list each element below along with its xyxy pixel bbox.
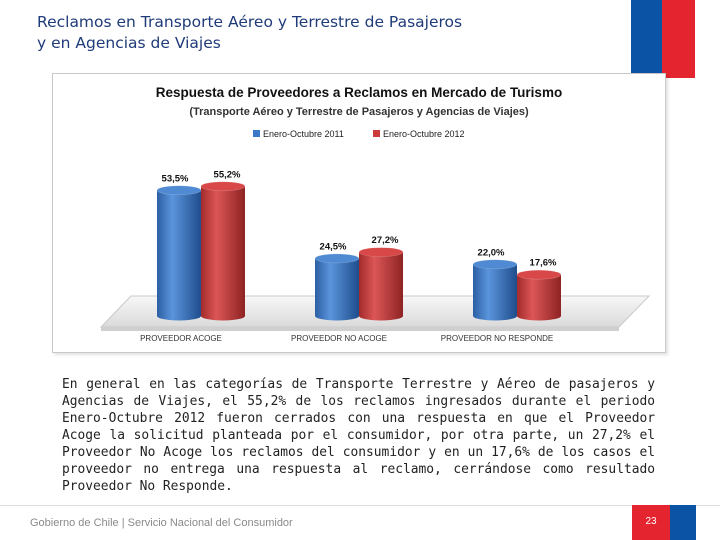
bar-3-2012-body <box>517 274 561 321</box>
category-label-3: PROVEEDOR NO RESPONDE <box>441 334 553 343</box>
bar-1-2012-top <box>200 181 246 192</box>
value-label-3-2012: 17,6% <box>530 258 557 269</box>
value-label-1-2011: 53,5% <box>162 173 189 184</box>
legend-swatch-2011 <box>253 130 260 137</box>
value-label-1-2012: 55,2% <box>214 169 241 180</box>
category-label-1: PROVEEDOR ACOGE <box>140 334 222 343</box>
category-label-2: PROVEEDOR NO ACOGE <box>291 334 387 343</box>
bar-1-2012-body <box>201 186 245 321</box>
bar-1-2011 <box>156 185 202 321</box>
chart-subtitle: (Transporte Aéreo y Terrestre de Pasajer… <box>189 106 529 118</box>
chart-svg: Respuesta de Proveedores a Reclamos en M… <box>99 85 651 343</box>
footer-text: Gobierno de Chile | Servicio Nacional de… <box>30 517 293 529</box>
bar-3-2012 <box>516 269 562 321</box>
bar-2-2012 <box>358 247 404 321</box>
bar-2-2011-top <box>314 253 360 264</box>
value-label-2-2012: 27,2% <box>372 235 399 246</box>
bar-1-2011-body <box>157 190 201 321</box>
page-badge-blue <box>670 505 696 540</box>
flag-red-stripe <box>662 0 695 78</box>
slide-title-line-1: Reclamos en Transporte Aéreo y Terrestre… <box>37 13 463 31</box>
bar-2-2011 <box>314 253 360 321</box>
bar-3-2011-body <box>473 264 517 321</box>
bar-2-2012-body <box>359 252 403 321</box>
legend-label-2011: Enero-Octubre 2011 <box>263 129 344 139</box>
flag-blue-stripe <box>631 0 662 78</box>
page-number: 23 <box>645 516 657 527</box>
page-badge-red <box>632 505 670 540</box>
legend-swatch-2012 <box>373 130 380 137</box>
chart-frame: Respuesta de Proveedores a Reclamos en M… <box>52 73 666 353</box>
bar-2-2011-body <box>315 258 359 321</box>
chart-floor-edge <box>101 327 619 331</box>
footer-divider <box>0 505 720 506</box>
chart-bars <box>156 181 562 321</box>
bar-3-2011-top <box>472 259 518 270</box>
bar-1-2012 <box>200 181 246 321</box>
chart-legend: Enero-Octubre 2011 Enero-Octubre 2012 <box>253 129 465 139</box>
bar-3-2011 <box>472 259 518 321</box>
slide-title-line-2: y en Agencias de Viajes <box>37 34 221 52</box>
value-label-2-2011: 24,5% <box>320 241 347 252</box>
chart-labels: 53,5% 55,2% PROVEEDOR ACOGE 24,5% 27,2% PROVE… <box>140 169 557 343</box>
bar-1-2011-top <box>156 185 202 196</box>
slide-title: Reclamos en Transporte Aéreo y Terrestre… <box>37 12 557 54</box>
legend-label-2012: Enero-Octubre 2012 <box>383 129 465 139</box>
value-label-3-2011: 22,0% <box>478 247 505 258</box>
body-paragraph: En general en las categorías de Transpor… <box>62 377 655 494</box>
bar-3-2012-top <box>516 269 562 280</box>
chart-title: Respuesta de Proveedores a Reclamos en M… <box>156 85 562 100</box>
bar-2-2012-top <box>358 247 404 257</box>
